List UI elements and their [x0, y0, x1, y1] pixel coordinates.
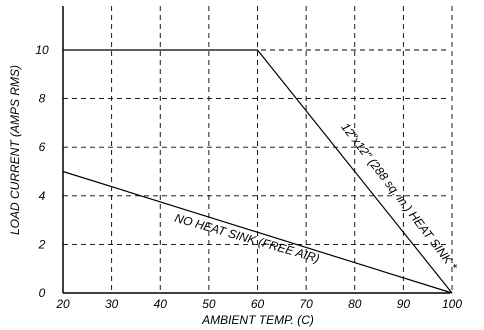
- series-line-0: [63, 49, 453, 294]
- y-tick-label-2: 2: [38, 237, 46, 251]
- series-label-heat-sink: 12"x12" (288 sq. in.) HEAT SINK *: [338, 120, 460, 273]
- x-tick-label-50: 50: [202, 297, 216, 311]
- series-label-free-air: NO HEAT SINK (FREE AIR): [173, 211, 321, 266]
- x-tick-label-40: 40: [154, 297, 168, 311]
- y-tick-label-8: 8: [39, 92, 46, 106]
- y-tick-label-0: 0: [39, 286, 46, 300]
- series-line-1: [62, 170, 453, 294]
- y-tick-label-6: 6: [39, 140, 46, 154]
- x-tick-label-90: 90: [397, 297, 411, 311]
- y-tick-label-10: 10: [35, 43, 49, 57]
- x-tick-label-60: 60: [251, 297, 265, 311]
- y-tick-label-4: 4: [39, 189, 46, 203]
- tick-labels: 20 30 40 50 60 70 80 90 100 0 2 4 6 8 10: [35, 43, 462, 311]
- x-axis-title: AMBIENT TEMP. (C): [201, 313, 314, 327]
- x-tick-label-30: 30: [105, 297, 119, 311]
- axes: [62, 6, 450, 294]
- series: [62, 49, 453, 294]
- x-tick-label-70: 70: [299, 297, 313, 311]
- x-tick-label-20: 20: [55, 297, 70, 311]
- grid: [63, 6, 453, 293]
- x-tick-label-100: 100: [442, 297, 462, 311]
- y-axis-title: LOAD CURRENT (AMPS RMS): [8, 65, 22, 235]
- x-tick-label-80: 80: [348, 297, 362, 311]
